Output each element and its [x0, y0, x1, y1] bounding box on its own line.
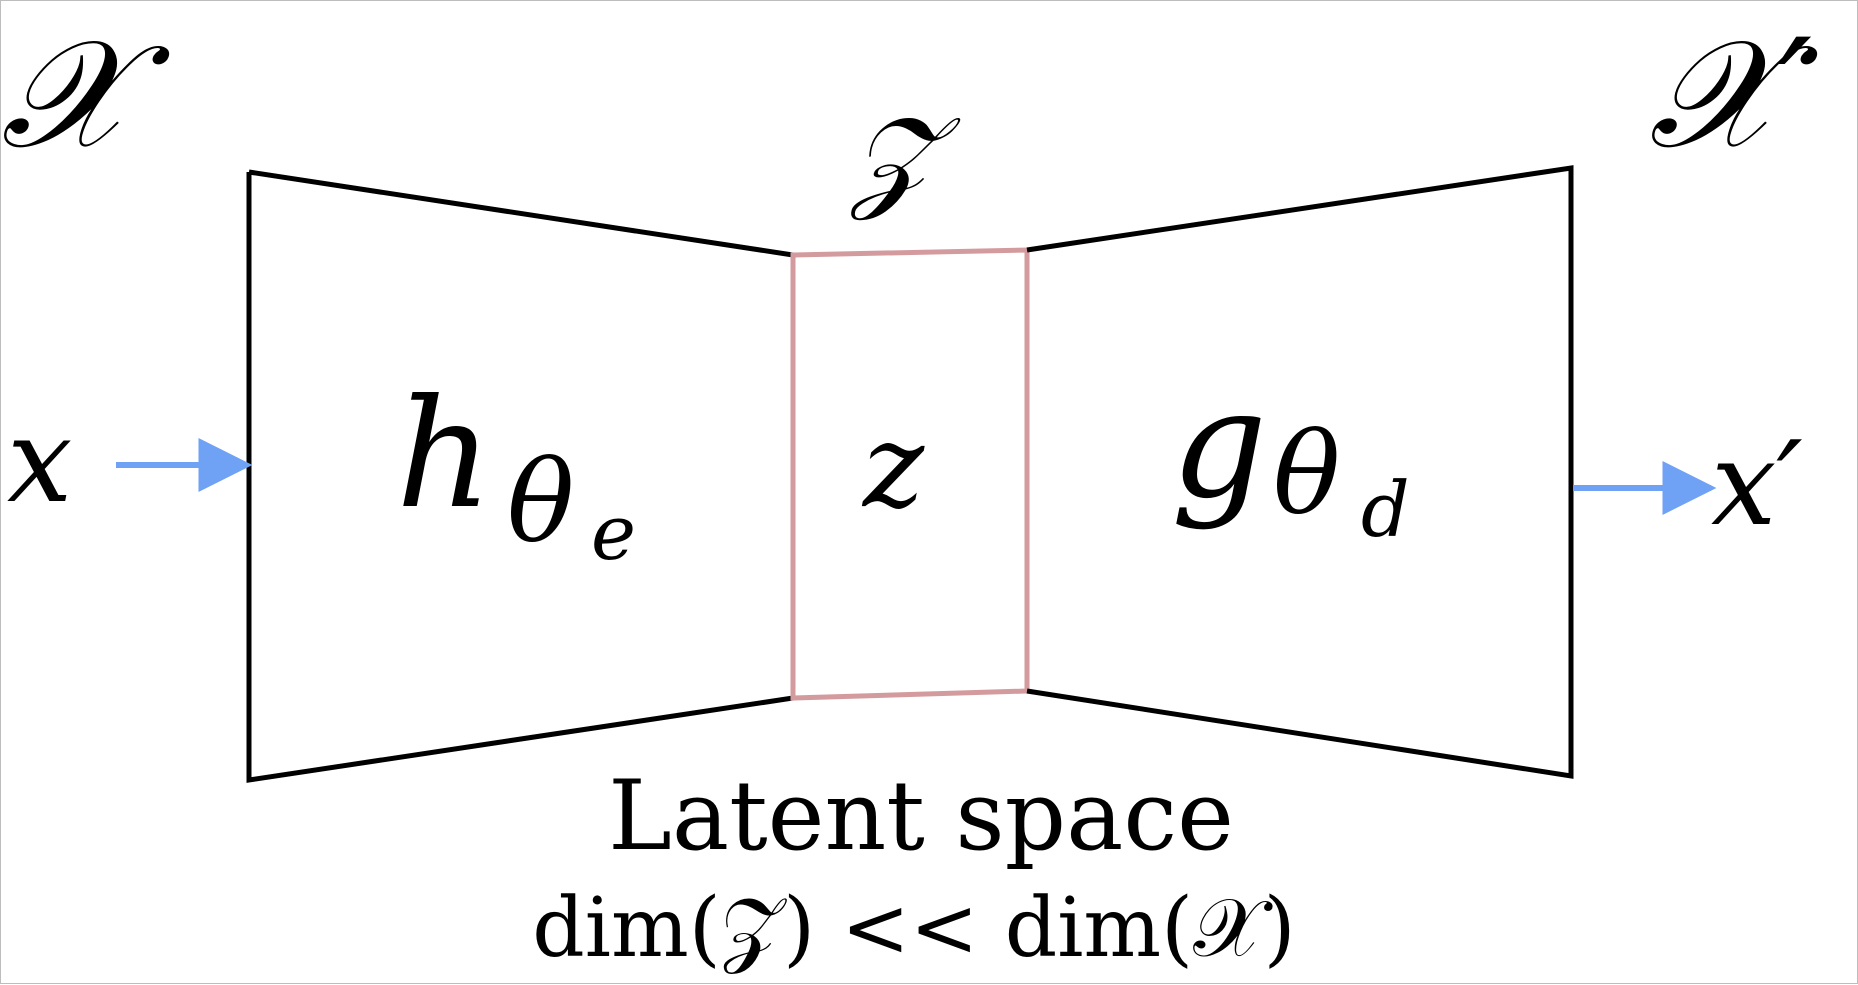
encoder-subsub: e	[591, 488, 636, 577]
caption-line-1: Latent space	[608, 760, 1234, 872]
decoder-block	[1026, 165, 1574, 779]
latent-space-label: 𝒵	[849, 93, 961, 223]
latent-signal-label: z	[861, 399, 925, 534]
decoder-sub: θ	[1273, 410, 1340, 540]
decoder-base: g	[1171, 358, 1267, 532]
caption-line-2: dim(𝒵) << dim(𝒳)	[532, 881, 1295, 976]
output-space-label: 𝒳′	[1649, 8, 1818, 182]
output-signal-label: x′	[1711, 417, 1803, 552]
decoder-subsub: d	[1361, 465, 1410, 554]
encoder-base: h	[396, 368, 493, 542]
input-signal-label: x	[7, 394, 72, 529]
encoder-sub: θ	[507, 438, 574, 568]
encoder-function-label: h θ e	[396, 368, 636, 577]
decoder-function-label: g θ d	[1171, 358, 1410, 554]
input-space-label: 𝒳	[1, 8, 170, 182]
